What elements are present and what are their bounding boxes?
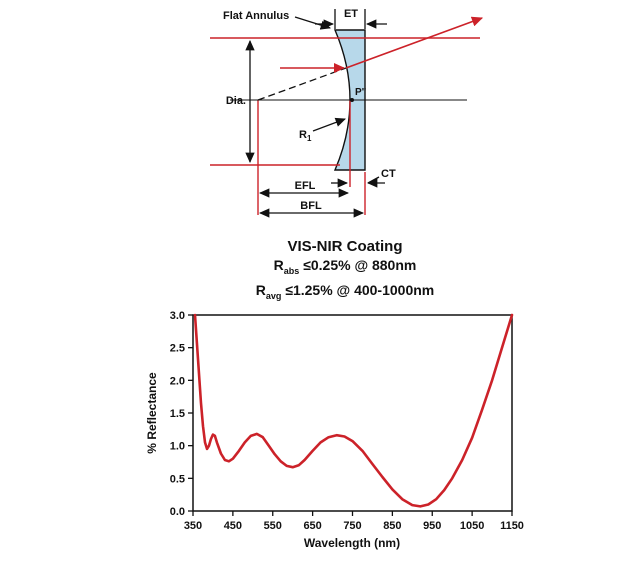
flat-annulus-leader	[294, 16, 331, 30]
coating-spec-block: VIS-NIR Coating Rabs ≤0.25% @ 880nm Ravg…	[125, 238, 565, 306]
principal-point-label: P"	[355, 87, 367, 98]
spec2-value: ≤1.25% @ 400-1000nm	[281, 281, 435, 298]
y-axis-title: % Reflectance	[145, 372, 159, 454]
x-tick-label: 1150	[500, 520, 524, 532]
coating-spec-line-1: Rabs ≤0.25% @ 880nm	[125, 256, 565, 281]
virtual-ray-dashed-line	[257, 67, 347, 101]
y-tick-label: 2.5	[170, 343, 185, 355]
reflectance-chart: 0.0 0.5 1.0 1.5 2.0 2.5 3.0 350 450 550 650 750 850 9…	[145, 310, 524, 550]
y-tick-label: 0.5	[170, 473, 185, 485]
x-tick-label: 750	[343, 520, 361, 532]
spec1-subscript: abs	[283, 265, 300, 276]
diameter-label: Dia.	[226, 95, 246, 107]
y-tick-label: 1.0	[170, 441, 185, 453]
x-tick-label: 950	[423, 520, 441, 532]
plot-area-border	[192, 314, 513, 512]
chart-generated-content: 0.0 0.5 1.0 1.5 2.0 2.5 3.0 350 450 550 650 750 850 9…	[170, 310, 524, 532]
radius-label: R1	[299, 129, 312, 143]
et-label: ET	[344, 8, 358, 20]
spec1-value: ≤0.25% @ 880nm	[299, 257, 417, 273]
reflectance-curve	[193, 313, 514, 508]
refracted-ray	[345, 16, 484, 69]
x-tick-label: 1050	[460, 520, 484, 532]
spec1-symbol: R	[273, 257, 284, 273]
x-tick-label: 450	[224, 520, 242, 532]
coating-spec-line-2: Ravg ≤1.25% @ 400-1000nm	[125, 281, 565, 306]
spec2-subscript: avg	[265, 290, 282, 301]
x-tick-label: 350	[184, 520, 202, 532]
y-tick-label: 2.0	[170, 375, 185, 387]
ct-leader	[367, 176, 380, 184]
coating-title: VIS-NIR Coating	[287, 238, 403, 255]
lens-diagram: Dia. ET Flat Annulus P" R1 CT EFL BFL	[210, 8, 484, 218]
x-tick-label: 850	[383, 520, 401, 532]
spec2-symbol: R	[255, 281, 266, 298]
x-axis-title: Wavelength (nm)	[304, 536, 400, 550]
radius-leader	[312, 117, 346, 132]
efl-label: EFL	[295, 180, 316, 192]
y-tick-label: 0.0	[170, 506, 185, 518]
ct-label: CT	[381, 168, 396, 180]
flat-annulus-label: Flat Annulus	[223, 10, 289, 22]
x-tick-label: 650	[303, 520, 321, 532]
principal-point-dot	[350, 98, 354, 102]
x-tick-label: 550	[264, 520, 282, 532]
bfl-label: BFL	[300, 200, 322, 212]
y-tick-label: 1.5	[170, 408, 185, 420]
y-tick-label: 3.0	[170, 310, 185, 322]
